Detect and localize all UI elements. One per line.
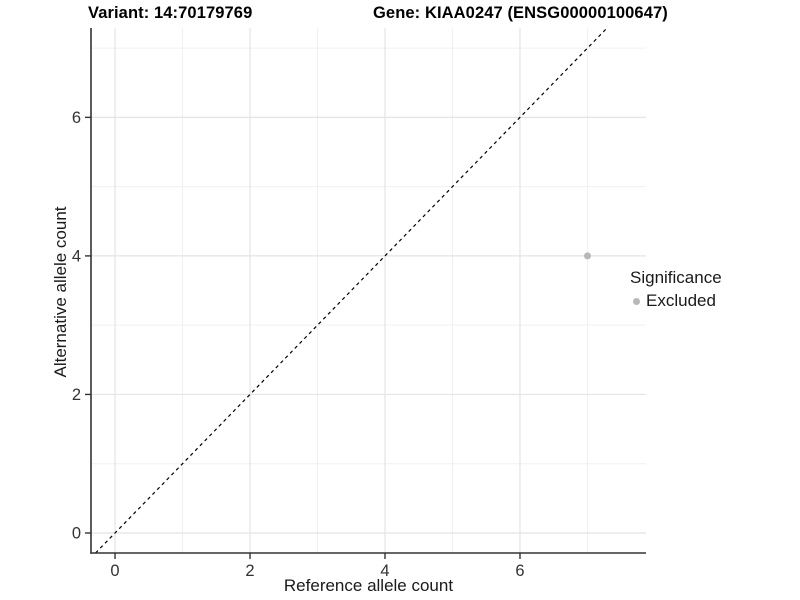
legend-title: Significance [630, 268, 722, 287]
y-axis-label: Alternative allele count [51, 206, 70, 378]
plot-title-variant: Variant: 14:70179769 [88, 4, 253, 22]
x-tick-label: 6 [515, 562, 524, 580]
legend-item-label: Excluded [646, 291, 716, 310]
plot-title-gene: Gene: KIAA0247 (ENSG00000100647) [373, 4, 668, 22]
legend: Significance Excluded [630, 268, 722, 311]
data-point [583, 252, 591, 260]
x-tick-label: 2 [245, 562, 254, 580]
identity-line [95, 27, 608, 554]
y-tick-label: 2 [72, 386, 81, 404]
y-tick-label: 0 [72, 524, 81, 542]
excluded-point-icon [633, 297, 640, 305]
x-tick-label: 4 [380, 562, 389, 580]
legend-item-excluded: Excluded [630, 291, 722, 311]
y-tick-label: 4 [72, 247, 81, 265]
y-tick-label: 6 [72, 109, 81, 127]
x-axis-label: Reference allele count [283, 576, 454, 595]
x-tick-label: 0 [110, 562, 119, 580]
